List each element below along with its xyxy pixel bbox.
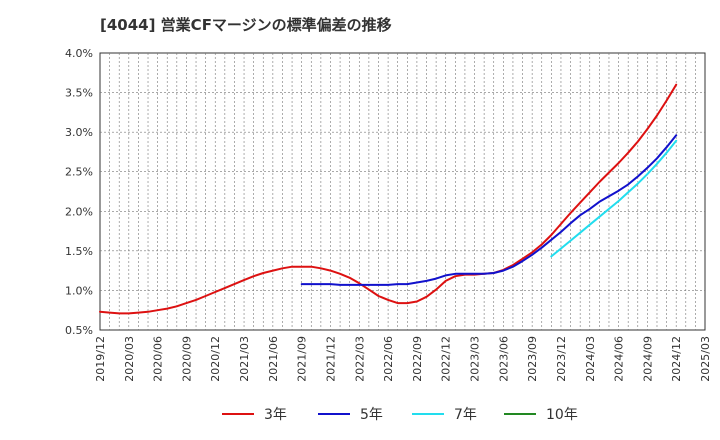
x-tick-label: 2024/09 [641,336,654,382]
x-tick-label: 2025/03 [699,336,712,382]
series-lines [99,83,678,315]
gridlines [100,53,705,330]
legend-label: 3年 [264,407,287,423]
y-tick-label: 2.5% [65,166,93,179]
series-line-3年 [99,83,678,315]
x-tick-label: 2020/12 [209,336,222,382]
x-tick-label: 2021/09 [296,336,309,382]
x-tick-label: 2022/09 [411,336,424,382]
x-tick-label: 2022/12 [440,336,453,382]
chart-title: [4044] 営業CFマージンの標準偏差の推移 [100,16,392,34]
y-tick-label: 1.5% [65,245,93,258]
legend-label: 7年 [454,407,477,423]
legend-label: 5年 [360,407,383,423]
x-tick-label: 2023/12 [555,336,568,382]
x-tick-label: 2024/03 [584,336,597,382]
x-tick-label: 2023/06 [497,336,510,382]
x-tick-label: 2020/09 [180,336,193,382]
plot-area [99,52,706,331]
x-tick-label: 2023/03 [469,336,482,382]
x-tick-label: 2020/06 [152,336,165,382]
y-tick-label: 3.5% [65,87,93,100]
x-tick-label: 2020/03 [123,336,136,382]
x-tick-label: 2019/12 [94,336,107,382]
x-tick-label: 2021/12 [324,336,337,382]
series-line-5年 [300,134,678,286]
x-axis: 2019/12 2020/03 2020/06 2020/09 2020/12 2021/… [94,336,712,382]
y-tick-label: 1.0% [65,284,93,297]
legend: 3年 5年 7年 10年 [222,407,578,423]
series-line-7年 [550,139,678,258]
legend-label: 10年 [546,407,578,423]
y-tick-label: 2.0% [65,205,93,218]
x-tick-label: 2024/12 [670,336,683,382]
y-axis: 0.5% 1.0% 1.5% 2.0% 2.5% 3.0% 3.5% 4.0% [65,47,93,337]
x-tick-label: 2022/06 [382,336,395,382]
x-tick-label: 2024/06 [613,336,626,382]
y-tick-label: 3.0% [65,126,93,139]
x-tick-label: 2021/03 [238,336,251,382]
x-tick-label: 2023/09 [526,336,539,382]
x-tick-label: 2021/06 [267,336,280,382]
y-tick-label: 0.5% [65,324,93,337]
x-tick-label: 2022/03 [353,336,366,382]
y-tick-label: 4.0% [65,47,93,60]
